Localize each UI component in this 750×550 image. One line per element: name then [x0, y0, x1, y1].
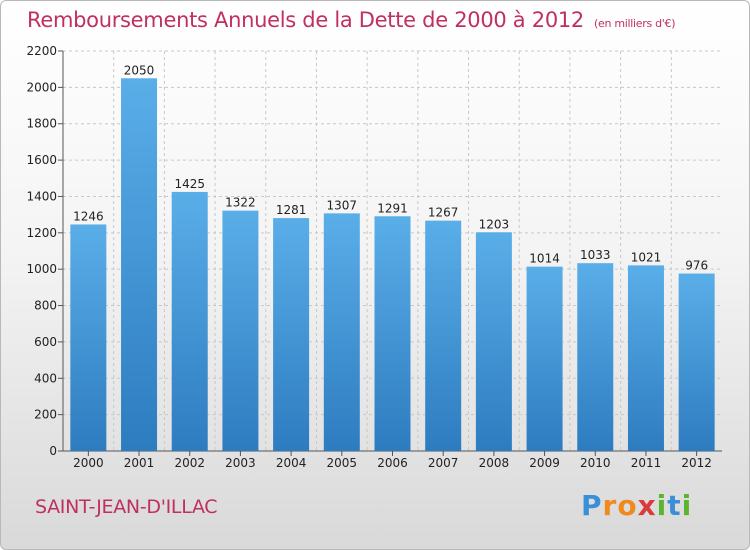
- x-tick-label: 2012: [681, 456, 712, 470]
- y-tick-label: 200: [34, 408, 57, 422]
- data-labels: 1246 2050 1425 1322 1281 1307 1291 1267 1203 1014…: [73, 63, 708, 272]
- x-tick-label: 2000: [73, 456, 104, 470]
- data-label: 1281: [276, 203, 307, 217]
- bar: [678, 273, 715, 451]
- x-tick-label: 2001: [124, 456, 155, 470]
- y-tick-label: 2200: [26, 44, 57, 58]
- data-label: 1021: [631, 250, 662, 264]
- axes: 0 200 400 600 800 1000 1200 1400 1600 1800 2000 220…: [26, 44, 722, 470]
- x-tick-label: 2003: [225, 456, 256, 470]
- y-tick-label: 1800: [26, 117, 57, 131]
- bar: [222, 210, 259, 451]
- logo-letter: i: [681, 489, 693, 522]
- bar: [526, 266, 563, 451]
- x-tick-label: 2002: [174, 456, 205, 470]
- y-tick-label: 1200: [26, 226, 57, 240]
- bar: [323, 213, 360, 451]
- proxiti-logo[interactable]: Proxiti: [581, 489, 692, 522]
- x-tick-label: 2010: [580, 456, 611, 470]
- data-label: 1203: [479, 217, 510, 231]
- y-tick-label: 800: [34, 299, 57, 313]
- x-tick-label: 2006: [377, 456, 408, 470]
- bar: [121, 78, 158, 451]
- data-label: 1291: [377, 201, 408, 215]
- data-label: 1014: [529, 252, 560, 266]
- y-tick-label: 2000: [26, 80, 57, 94]
- x-tick-label: 2004: [276, 456, 307, 470]
- bar: [171, 191, 208, 451]
- x-tick-label: 2011: [631, 456, 662, 470]
- data-label: 976: [685, 259, 708, 273]
- bar: [70, 224, 107, 451]
- logo-letter: r: [602, 489, 618, 522]
- city-name: SAINT-JEAN-D'ILLAC: [35, 496, 218, 518]
- logo-letter: i: [656, 489, 668, 522]
- y-tick-label: 600: [34, 335, 57, 349]
- bar: [273, 218, 310, 451]
- data-label: 1322: [225, 196, 256, 210]
- y-tick-label: 1600: [26, 153, 57, 167]
- chart-subtitle: (en milliers d'€): [594, 17, 676, 30]
- bar: [577, 263, 614, 451]
- y-tick-label: 400: [34, 371, 57, 385]
- x-tick-label: 2007: [428, 456, 459, 470]
- y-tick-label: 1000: [26, 262, 57, 276]
- logo-letter: P: [581, 489, 603, 522]
- logo-letter: o: [617, 489, 638, 522]
- data-label: 2050: [124, 63, 155, 77]
- data-label: 1246: [73, 209, 104, 223]
- data-label: 1307: [327, 198, 358, 212]
- logo-letter: t: [667, 489, 682, 522]
- bar: [425, 220, 462, 451]
- x-tick-label: 2009: [529, 456, 560, 470]
- logo-letter: x: [637, 489, 657, 522]
- y-tick-label: 0: [49, 444, 57, 458]
- data-label: 1267: [428, 206, 459, 220]
- x-tick-label: 2005: [327, 456, 358, 470]
- x-tick-label: 2008: [479, 456, 510, 470]
- bar: [475, 232, 512, 451]
- data-label: 1425: [174, 177, 205, 191]
- bar: [627, 265, 664, 451]
- chart-title-text: Remboursements Annuels de la Dette de 20…: [27, 8, 584, 32]
- data-label: 1033: [580, 248, 611, 262]
- chart-title: Remboursements Annuels de la Dette de 20…: [27, 8, 675, 32]
- y-tick-label: 1400: [26, 189, 57, 203]
- bars: [70, 78, 715, 451]
- bar: [374, 216, 411, 451]
